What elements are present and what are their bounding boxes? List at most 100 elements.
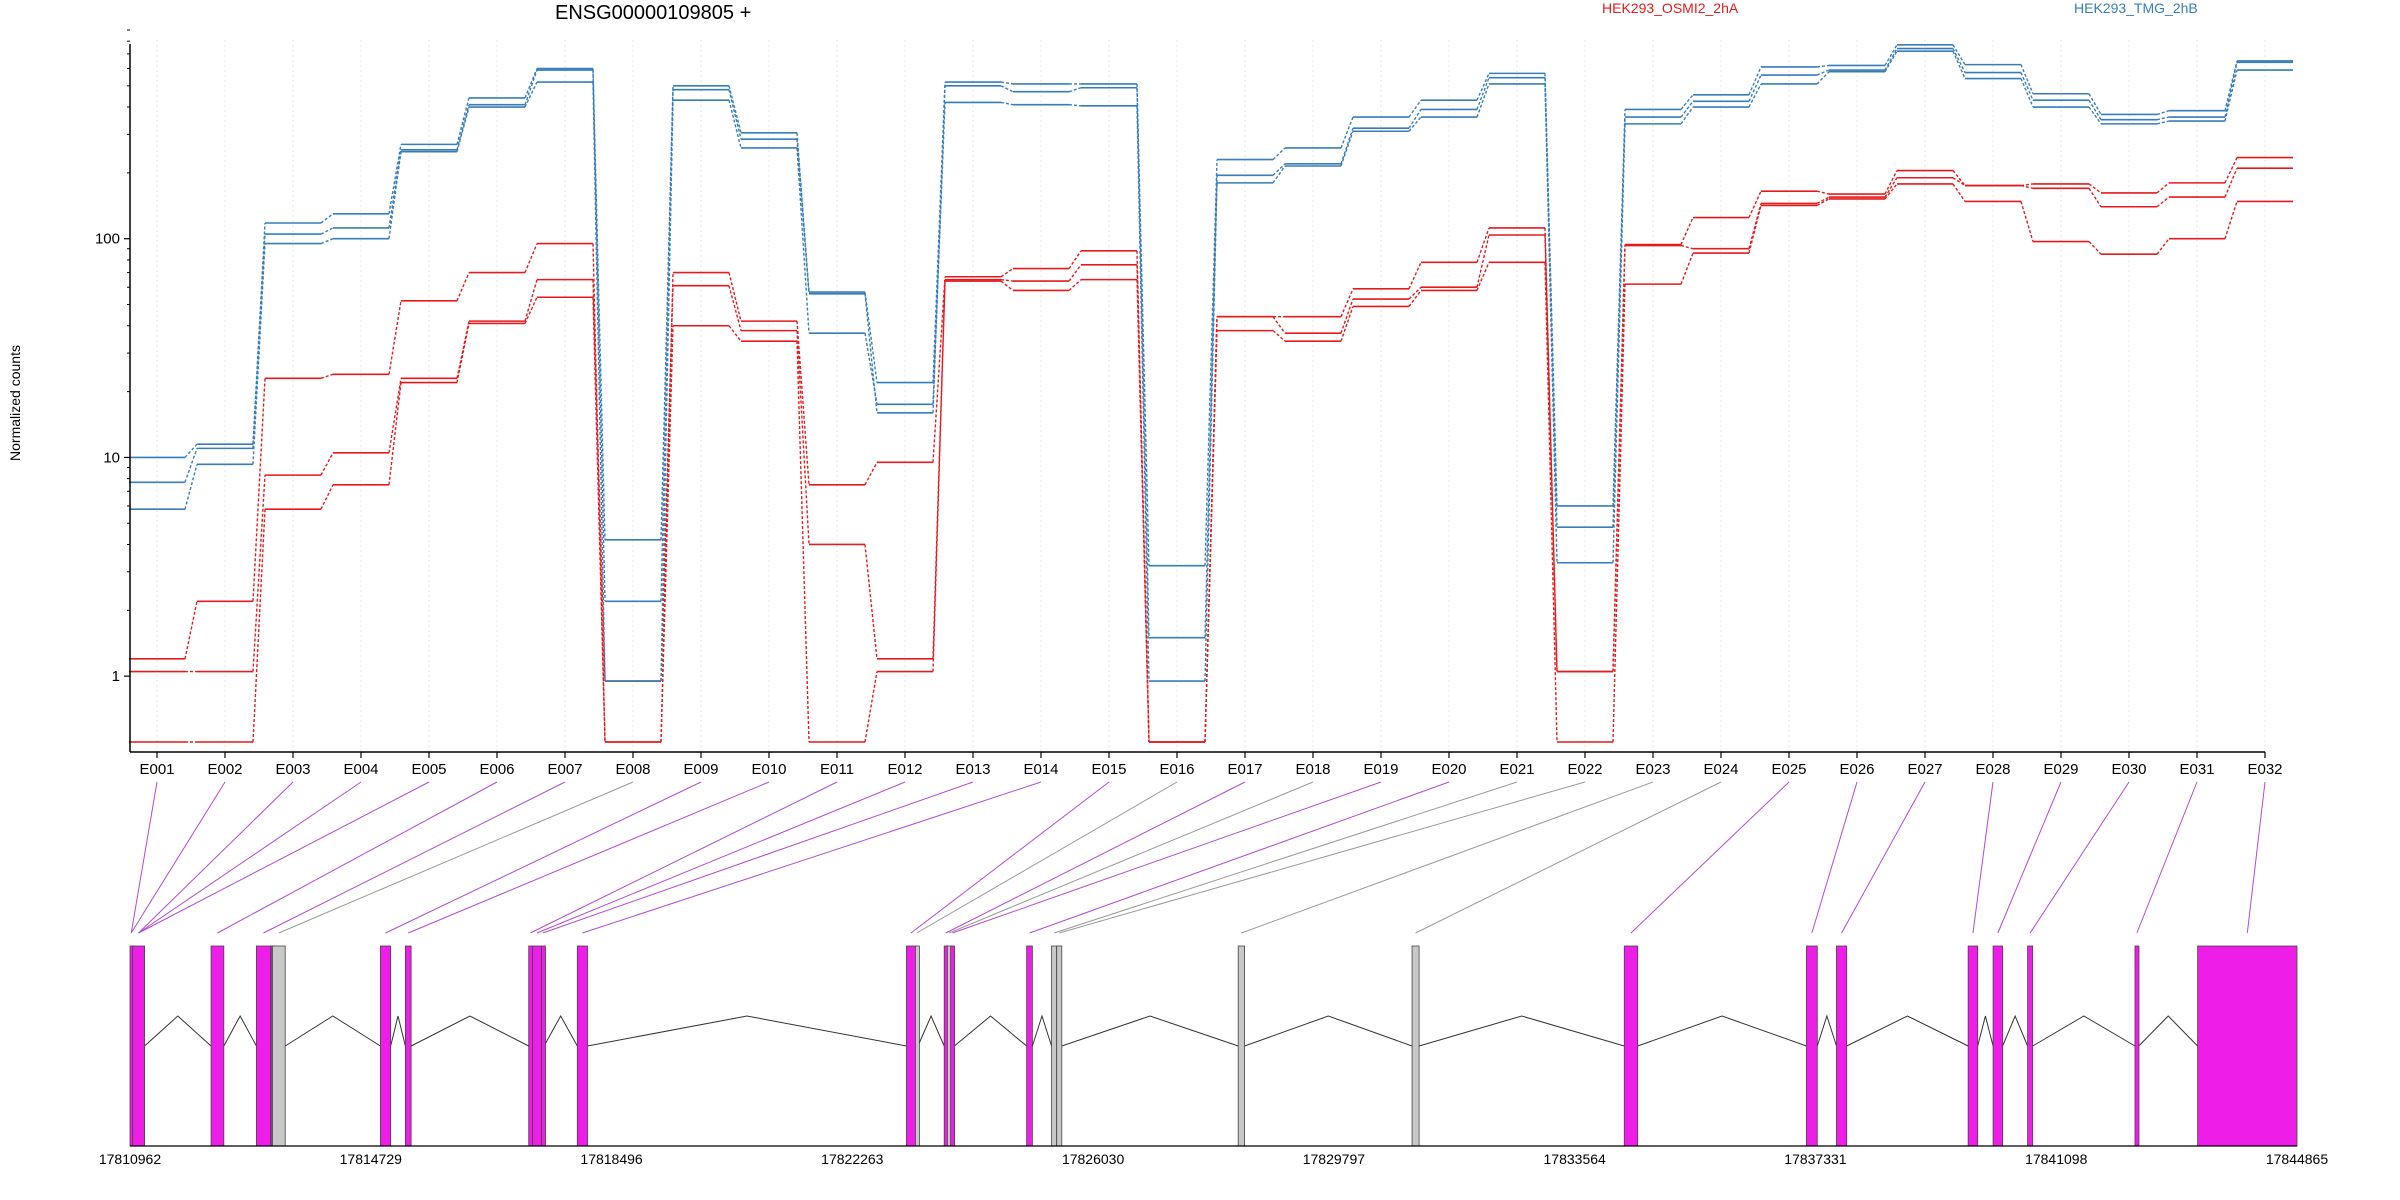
series-connector: [1068, 103, 1082, 107]
series-connector: [1680, 100, 1694, 118]
series-connector: [1408, 109, 1422, 129]
series-connector: [1204, 330, 1218, 743]
series-connector: [1408, 116, 1422, 132]
series-connector: [524, 243, 538, 273]
intron: [1244, 1015, 1413, 1047]
x-tick-label: E023: [1635, 761, 1670, 778]
exon-E010: [532, 945, 542, 1147]
series-connector: [456, 97, 470, 145]
intron: [144, 1015, 212, 1047]
bin-connector: [130, 781, 158, 934]
series-connector: [456, 320, 470, 379]
x-tick-label: E030: [2111, 761, 2146, 778]
bin-connector: [1630, 781, 1790, 934]
x-tick-label: E026: [1839, 761, 1874, 778]
series-connector: [1544, 227, 1558, 672]
intron: [543, 1014, 578, 1047]
series-connector: [660, 325, 674, 743]
grid-lines: [156, 40, 2266, 752]
x-tick-label: E021: [1499, 761, 1534, 778]
series-connector: [796, 139, 810, 294]
bin-connector: [1997, 781, 2062, 934]
series-connector: [1408, 99, 1422, 118]
x-tick-label: E014: [1023, 761, 1058, 778]
series-connector: [2156, 109, 2170, 116]
series-connector: [932, 281, 946, 672]
x-tick-label: E010: [751, 761, 786, 778]
series-connector: [2020, 184, 2034, 189]
series-connector: [728, 272, 742, 322]
exon-E013: [906, 945, 916, 1147]
bin-connector: [138, 781, 362, 934]
series-connector: [388, 382, 402, 485]
series-connector: [1680, 244, 1694, 250]
series-connector: [1000, 268, 1014, 278]
series-connector: [1816, 196, 1830, 205]
series-connector: [1816, 71, 1830, 85]
series-connector: [1204, 182, 1218, 682]
series-connector: [1408, 290, 1422, 307]
series-connector: [1272, 147, 1286, 161]
x-tick-label: E031: [2179, 761, 2214, 778]
exon-E028: [2027, 945, 2034, 1147]
bin-connector: [1029, 781, 1450, 934]
bin-connector: [2246, 781, 2266, 934]
series-connector: [456, 272, 470, 302]
exon-E004: [256, 945, 271, 1147]
series-connector: [1000, 278, 1014, 282]
series-connector: [1068, 250, 1082, 270]
series-connector: [592, 70, 606, 602]
x-tick-label: E004: [343, 761, 378, 778]
series-connector: [1952, 44, 1966, 65]
series-connector: [2088, 241, 2102, 255]
series-connector: [1272, 163, 1286, 176]
series-connector: [2156, 120, 2170, 125]
series-connector: [320, 452, 334, 476]
intron: [1977, 1015, 1994, 1047]
series-connector: [252, 509, 266, 743]
exon-E027: [1992, 945, 2004, 1147]
series-connector: [1884, 48, 1898, 71]
series-connector: [2224, 62, 2238, 118]
series-osmi2-2: [129, 183, 2293, 743]
intron: [2138, 1015, 2198, 1047]
bin-connector: [2136, 781, 2198, 934]
series-connector: [2224, 69, 2238, 122]
series-connector: [796, 330, 810, 545]
x-tick-label: E027: [1907, 761, 1942, 778]
series-connector: [1748, 205, 1762, 254]
series-connector: [2224, 201, 2238, 239]
x-tick-label: E011: [820, 761, 854, 778]
series-connector: [728, 285, 742, 331]
series-connector: [1884, 44, 1898, 66]
series-connector: [1680, 94, 1694, 110]
x-tick-label: E020: [1431, 761, 1466, 778]
series-connector: [1748, 66, 1762, 96]
series-connector: [1340, 306, 1354, 342]
series-connector: [252, 378, 266, 602]
genome-tick-label: 17810962: [99, 1151, 162, 1167]
intron: [223, 1014, 257, 1047]
series-connector: [252, 243, 266, 465]
series-connector: [1272, 316, 1286, 334]
bin-connector: [910, 781, 1110, 934]
series-connector: [1068, 264, 1082, 282]
x-tick-label: E002: [207, 761, 242, 778]
x-tick-label: E018: [1295, 761, 1330, 778]
intron: [1637, 1015, 1807, 1047]
x-tick-label: E008: [615, 761, 650, 778]
series-connector: [2088, 187, 2102, 208]
series-connector: [932, 276, 946, 463]
series-connector: [1476, 83, 1490, 118]
x-tick-label: E007: [547, 761, 582, 778]
series-connector: [728, 85, 742, 133]
series-connector: [2224, 60, 2238, 111]
series-connector: [320, 213, 334, 224]
x-tick-label: E006: [479, 761, 514, 778]
y-tick-label: 100: [95, 231, 120, 248]
series-connector: [1068, 87, 1082, 93]
series-connector: [1340, 298, 1354, 334]
bin-connector: [217, 781, 498, 934]
genome-tick-label: 17814729: [340, 1151, 403, 1167]
series-connector: [1272, 165, 1286, 184]
